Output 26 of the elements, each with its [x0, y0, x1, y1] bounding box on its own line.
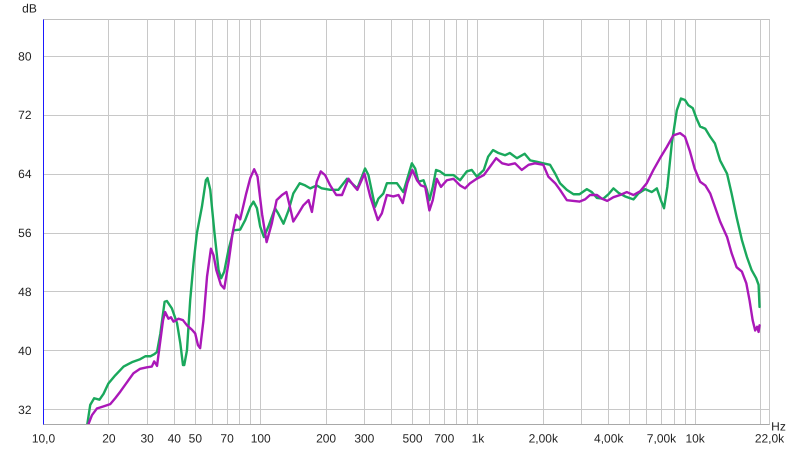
- x-tick-label: 500: [402, 432, 423, 446]
- x-tick-label: 1k: [472, 432, 486, 446]
- x-tick-label: 40: [168, 432, 182, 446]
- y-tick-label: 64: [18, 167, 32, 182]
- y-tick-label: 32: [18, 402, 32, 417]
- x-tick-label: 100: [250, 432, 272, 446]
- y-tick-label: 80: [18, 49, 32, 64]
- x-tick-label: 4,00k: [594, 432, 624, 446]
- y-tick-label: 48: [18, 284, 32, 299]
- x-tick-label: 22,0k: [754, 432, 786, 446]
- x-tick-label: 20: [102, 432, 116, 446]
- x-tick-label: 2,00k: [528, 432, 559, 446]
- x-tick-label: 300: [354, 432, 375, 446]
- x-tick-label: 70: [220, 432, 234, 446]
- x-tick-label: 700: [434, 432, 455, 446]
- x-tick-label: 50: [188, 432, 202, 446]
- x-tick-label: 30: [140, 432, 154, 446]
- x-tick-label: 10,0: [32, 432, 56, 446]
- x-tick-label: 10k: [685, 432, 706, 446]
- x-tick-label: 7,00k: [646, 432, 678, 446]
- y-tick-label: 56: [18, 226, 32, 240]
- y-tick-label: 72: [18, 108, 32, 122]
- y-axis-title: dB: [22, 2, 37, 16]
- x-axis-title: Hz: [771, 420, 786, 434]
- y-tick-label: 40: [18, 344, 32, 358]
- x-tick-label: 200: [316, 432, 336, 446]
